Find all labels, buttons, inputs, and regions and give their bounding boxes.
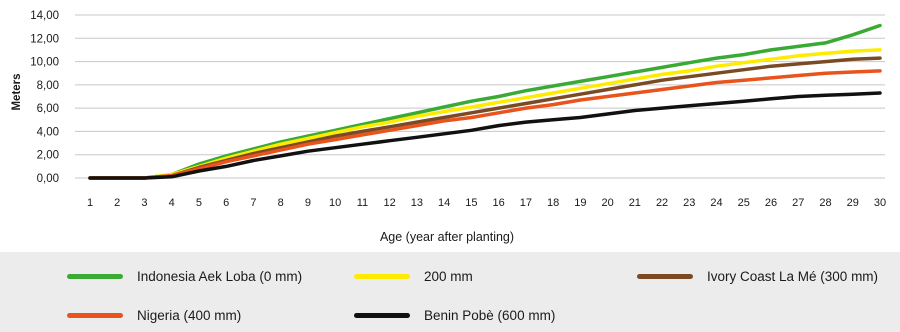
x-tick-label: 29 <box>847 197 859 209</box>
legend-label: 200 mm <box>424 269 473 284</box>
x-tick-label: 4 <box>169 197 175 209</box>
legend-label: Nigeria (400 mm) <box>137 308 242 323</box>
legend-swatch <box>354 313 410 318</box>
x-tick-label: 16 <box>492 197 504 209</box>
y-tick-label: 6,00 <box>37 103 59 115</box>
series-line-0 <box>88 23 882 180</box>
legend-label: Ivory Coast La Mé (300 mm) <box>707 269 879 284</box>
gridlines <box>75 14 885 179</box>
x-tick-label: 18 <box>547 197 559 209</box>
series-lines <box>88 23 882 180</box>
x-tick-label: 9 <box>305 197 311 209</box>
x-tick-label: 20 <box>601 197 613 209</box>
legend-item-ivory-coast: Ivory Coast La Mé (300 mm) <box>637 269 878 284</box>
x-tick-label: 30 <box>874 197 886 209</box>
x-tick-label: 21 <box>629 197 641 209</box>
legend-swatch <box>354 274 410 279</box>
legend-swatch <box>637 274 693 279</box>
x-tick-label: 8 <box>278 197 284 209</box>
y-tick-label: 4,00 <box>37 126 59 138</box>
x-tick-label: 7 <box>250 197 256 209</box>
y-tick-label: 2,00 <box>37 150 59 162</box>
x-tick-label: 13 <box>411 197 423 209</box>
x-axis-title: Age (year after planting) <box>380 230 514 244</box>
x-tick-label: 22 <box>656 197 668 209</box>
x-tick-label: 23 <box>683 197 695 209</box>
y-tick-label: 8,00 <box>37 80 59 92</box>
legend: Indonesia Aek Loba (0 mm) 200 mm Ivory C… <box>0 252 900 332</box>
legend-item-200mm: 200 mm <box>354 269 473 284</box>
series-line-4 <box>88 91 882 180</box>
series-line-1 <box>88 48 882 180</box>
y-tick-label: 14,00 <box>30 10 59 22</box>
x-tick-label: 26 <box>765 197 777 209</box>
x-tick-label: 28 <box>819 197 831 209</box>
x-tick-label: 27 <box>792 197 804 209</box>
y-tick-label: 10,00 <box>30 57 59 69</box>
legend-swatch <box>67 313 123 318</box>
x-tick-label: 12 <box>384 197 396 209</box>
x-tick-label: 25 <box>738 197 750 209</box>
x-tick-label: 1 <box>87 197 93 209</box>
legend-swatch <box>67 274 123 279</box>
x-tick-label: 2 <box>114 197 120 209</box>
x-tick-label: 10 <box>329 197 341 209</box>
y-axis-ticks: 0,00 2,00 4,00 6,00 8,00 10,00 12,00 14,00 <box>30 10 59 185</box>
legend-item-indonesia: Indonesia Aek Loba (0 mm) <box>67 269 302 284</box>
x-tick-label: 5 <box>196 197 202 209</box>
x-tick-label: 6 <box>223 197 229 209</box>
x-tick-label: 15 <box>465 197 477 209</box>
legend-item-nigeria: Nigeria (400 mm) <box>67 308 241 323</box>
legend-item-benin: Benin Pobè (600 mm) <box>354 308 555 323</box>
y-tick-label: 12,00 <box>30 33 59 45</box>
x-tick-label: 17 <box>520 197 532 209</box>
x-axis-ticks: 1 2 3 4 5 6 7 8 9 10 11 12 13 14 15 16 17 18 19 20 21 22 23 24 2… <box>87 197 886 209</box>
x-tick-label: 11 <box>357 197 368 209</box>
x-tick-label: 24 <box>710 197 722 209</box>
y-tick-label: 0,00 <box>37 173 59 185</box>
x-tick-label: 3 <box>141 197 147 209</box>
legend-label: Benin Pobè (600 mm) <box>424 308 556 323</box>
x-tick-label: 14 <box>438 197 450 209</box>
legend-label: Indonesia Aek Loba (0 mm) <box>137 269 303 284</box>
series-line-3 <box>88 69 882 180</box>
y-axis-title: Meters <box>11 73 23 110</box>
x-tick-label: 19 <box>574 197 586 209</box>
